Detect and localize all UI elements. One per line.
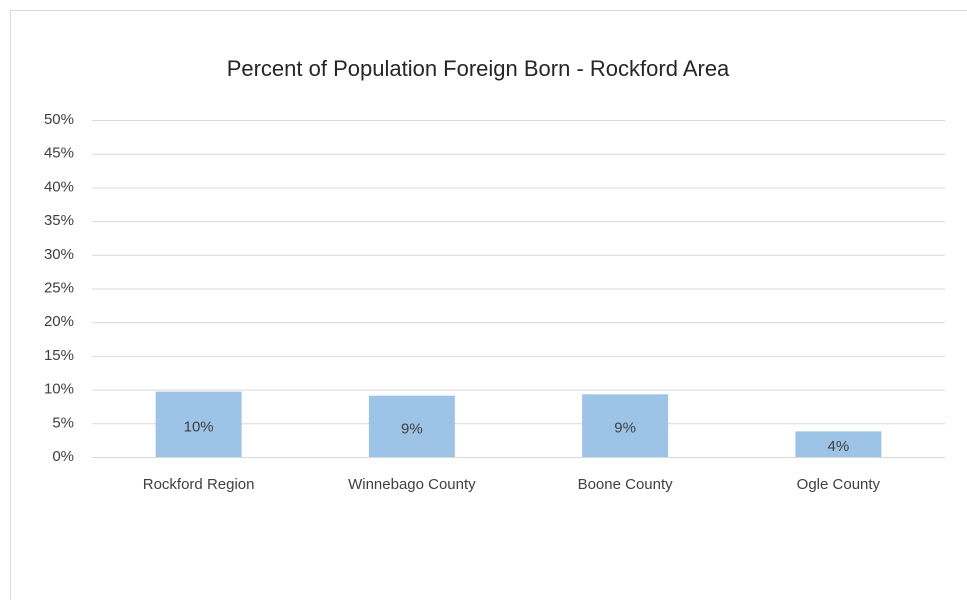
data-label: 9%: [614, 420, 636, 437]
x-tick-label: Winnebago County: [348, 476, 476, 493]
y-tick-label: 25%: [44, 279, 74, 296]
x-tick-label: Boone County: [578, 476, 674, 493]
chart-title: Percent of Population Foreign Born - Roc…: [227, 56, 730, 81]
x-tick-label: Rockford Region: [143, 476, 255, 493]
y-tick-label: 30%: [44, 246, 74, 263]
y-tick-label: 50%: [44, 111, 74, 128]
y-tick-label: 45%: [44, 145, 74, 162]
chart-border: [10, 10, 967, 600]
y-tick-label: 10%: [44, 381, 74, 398]
bar: [582, 394, 669, 457]
data-label: 9%: [401, 420, 423, 437]
y-tick-label: 5%: [52, 414, 74, 431]
data-label: 4%: [828, 438, 850, 455]
y-tick-label: 20%: [44, 313, 74, 330]
bar: [795, 431, 882, 457]
y-tick-label: 0%: [52, 448, 74, 465]
y-tick-label: 15%: [44, 347, 74, 364]
y-tick-label: 40%: [44, 178, 74, 195]
x-tick-label: Ogle County: [797, 476, 881, 493]
bar: [368, 395, 455, 457]
bar: [155, 391, 242, 457]
data-label: 10%: [184, 418, 214, 435]
y-tick-label: 35%: [44, 212, 74, 229]
